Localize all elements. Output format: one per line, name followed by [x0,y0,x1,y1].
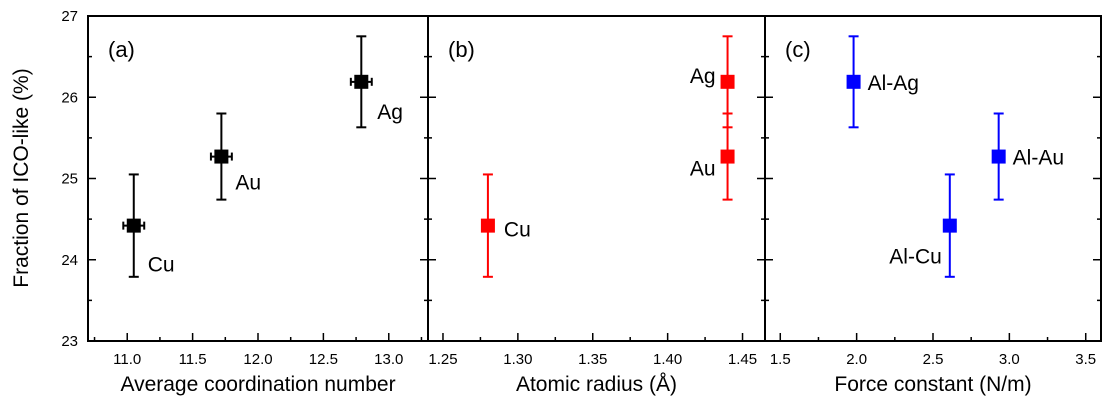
plot-frame [764,15,1102,342]
x-tick-label: 13.0 [374,351,403,368]
point-label: Au [235,172,261,195]
y-tick-label: 23 [61,333,78,350]
panel-3: 1.5 2.0 2.5 3.0 3.5 Force constant (N/m) (c) Al… [764,15,1102,396]
y-tick-label: 24 [61,252,78,269]
panel-1: 11.0 11.5 12.0 12.5 13.0 23 24 25 26 27 Average co… [61,8,429,396]
data-point [214,149,229,164]
point-label: Cu [148,254,175,277]
y-tick-label: 25 [61,171,78,188]
data-point [942,218,957,233]
y-tick-label: 27 [61,8,78,25]
data-point [126,218,141,233]
panel-label: (b) [448,37,475,62]
data-point [846,74,861,89]
data-point [720,149,735,164]
point-label: Au [690,158,716,181]
x-tick-label: 3.0 [999,351,1020,368]
x-tick-label: 11.0 [113,351,141,368]
point-label: Al-Au [1013,147,1064,170]
panel-label: (a) [108,37,135,62]
data-point [354,74,369,89]
data-point [480,218,495,233]
x-tick-label: 1.35 [578,351,607,368]
point-label: Al-Ag [868,72,919,95]
x-tick-label: 11.5 [179,351,207,368]
x-tick-label: 3.5 [1075,351,1096,368]
x-tick-label: 12.0 [243,351,272,368]
point-label: Al-Cu [889,246,942,269]
panel-label: (c) [785,37,811,62]
point-label: Cu [504,219,531,242]
x-tick-label: 1.45 [728,351,757,368]
x-axis-title: Force constant (N/m) [834,373,1031,396]
x-tick-label: 1.25 [428,351,457,368]
y-axis-title: Fraction of ICO-like (%) [10,68,33,287]
data-point [991,149,1006,164]
x-axis-title: Average coordination number [120,373,395,396]
x-tick-label: 12.5 [309,351,338,368]
x-axis-title: Atomic radius (Å) [516,373,677,396]
point-label: Ag [690,65,716,88]
x-tick-label: 2.5 [923,351,944,368]
point-label: Ag [377,101,403,124]
x-tick-label: 1.30 [503,351,532,368]
data-point [720,74,735,89]
y-tick-label: 26 [61,89,78,106]
panel-2: 1.25 1.30 1.35 1.40 1.45 Atomic radius (Å) (b)… [427,15,766,396]
x-tick-label: 1.40 [653,351,682,368]
x-tick-label: 2.0 [846,351,867,368]
x-tick-label: 1.5 [770,351,791,368]
